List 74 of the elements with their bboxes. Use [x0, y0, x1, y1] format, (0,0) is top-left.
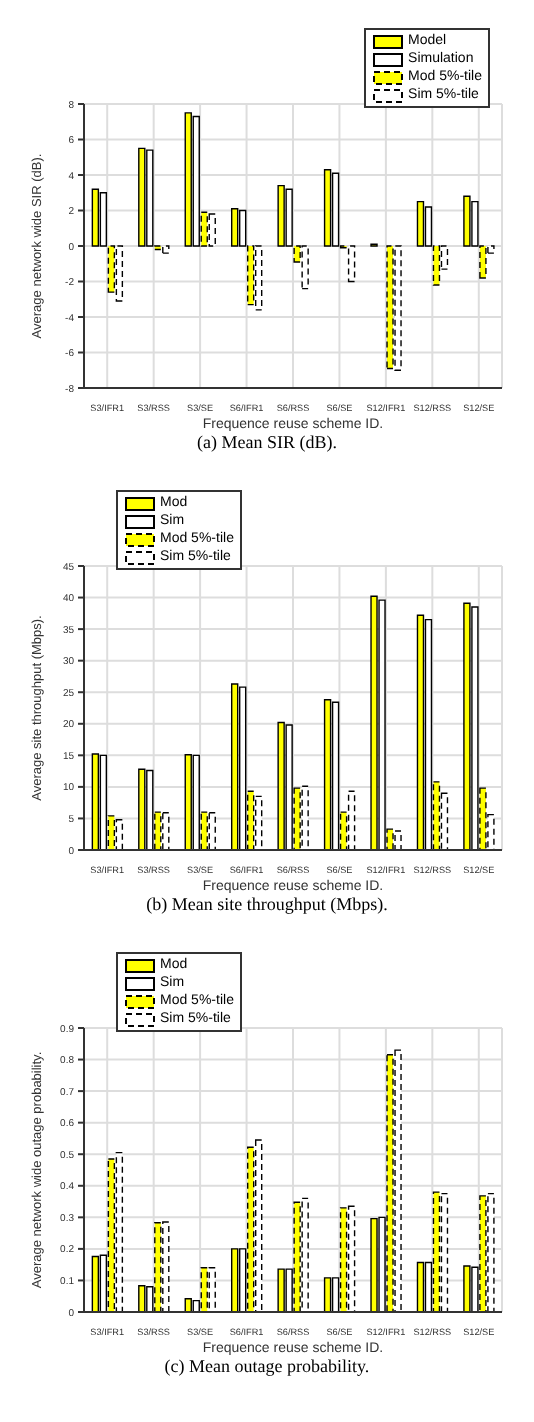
- bar: [208, 213, 216, 247]
- bar: [146, 769, 154, 850]
- bar: [301, 245, 309, 290]
- bar: [386, 1054, 394, 1312]
- bar: [192, 754, 200, 850]
- bar: [138, 768, 146, 850]
- bar: [424, 618, 433, 850]
- bar: [138, 147, 146, 247]
- bar: [146, 149, 154, 247]
- bar: [184, 754, 192, 850]
- bar: [471, 606, 479, 850]
- bar: [184, 112, 192, 247]
- bar: [487, 1192, 495, 1312]
- bar: [323, 1277, 332, 1312]
- bar: [416, 1261, 425, 1312]
- bar: [200, 1267, 208, 1312]
- bar: [115, 245, 124, 302]
- bar: [91, 753, 100, 850]
- bar: [154, 1222, 162, 1312]
- bar: [347, 1205, 356, 1312]
- bar: [238, 686, 247, 850]
- bar: [230, 208, 239, 247]
- bar: [339, 1207, 348, 1312]
- bar: [440, 1192, 449, 1312]
- bar: [394, 830, 402, 850]
- bar: [99, 754, 108, 850]
- bar: [91, 1255, 100, 1312]
- bar: [347, 245, 356, 283]
- bar: [162, 812, 170, 850]
- bar: [254, 245, 263, 311]
- bar: [394, 1049, 402, 1312]
- text: (a) Mean SIR (dB).: [195, 432, 339, 452]
- bar: [277, 184, 285, 247]
- bar: [301, 785, 309, 850]
- bar: [138, 1285, 146, 1312]
- bar: [331, 172, 340, 247]
- bar: [162, 245, 170, 254]
- bar: [230, 1248, 239, 1312]
- bar: [463, 602, 471, 850]
- bar: [285, 724, 293, 850]
- bar: [323, 699, 332, 850]
- bar: [293, 1201, 301, 1312]
- bar: [192, 115, 200, 247]
- bar: [416, 614, 425, 850]
- bar: [370, 595, 378, 850]
- bar: [162, 1221, 170, 1312]
- bar: [230, 683, 239, 850]
- bar: [386, 245, 394, 370]
- bar: [463, 1265, 471, 1312]
- bar: [254, 1139, 263, 1312]
- text: (b) Mean site throughput (Mbps).: [144, 894, 390, 914]
- bar: [394, 245, 402, 371]
- bar: [479, 1195, 487, 1312]
- bar: [115, 1151, 124, 1312]
- bar: [277, 1268, 285, 1312]
- bar: [184, 1298, 192, 1312]
- bar: [254, 795, 263, 850]
- bar: [416, 200, 425, 247]
- text: (c) Mean outage probability.: [162, 1356, 372, 1376]
- bar: [331, 701, 340, 850]
- bar: [323, 168, 332, 247]
- bar: [208, 812, 216, 850]
- bar: [277, 721, 285, 850]
- bar: [107, 1158, 116, 1312]
- bar: [301, 1197, 309, 1312]
- bar: [91, 188, 100, 247]
- bar: [378, 599, 386, 850]
- bar: [246, 1146, 255, 1312]
- bar: [370, 1217, 378, 1312]
- bar: [115, 819, 124, 850]
- bar: [432, 1191, 441, 1312]
- bar: [208, 1267, 216, 1312]
- bar: [347, 790, 356, 850]
- bar: [463, 195, 471, 247]
